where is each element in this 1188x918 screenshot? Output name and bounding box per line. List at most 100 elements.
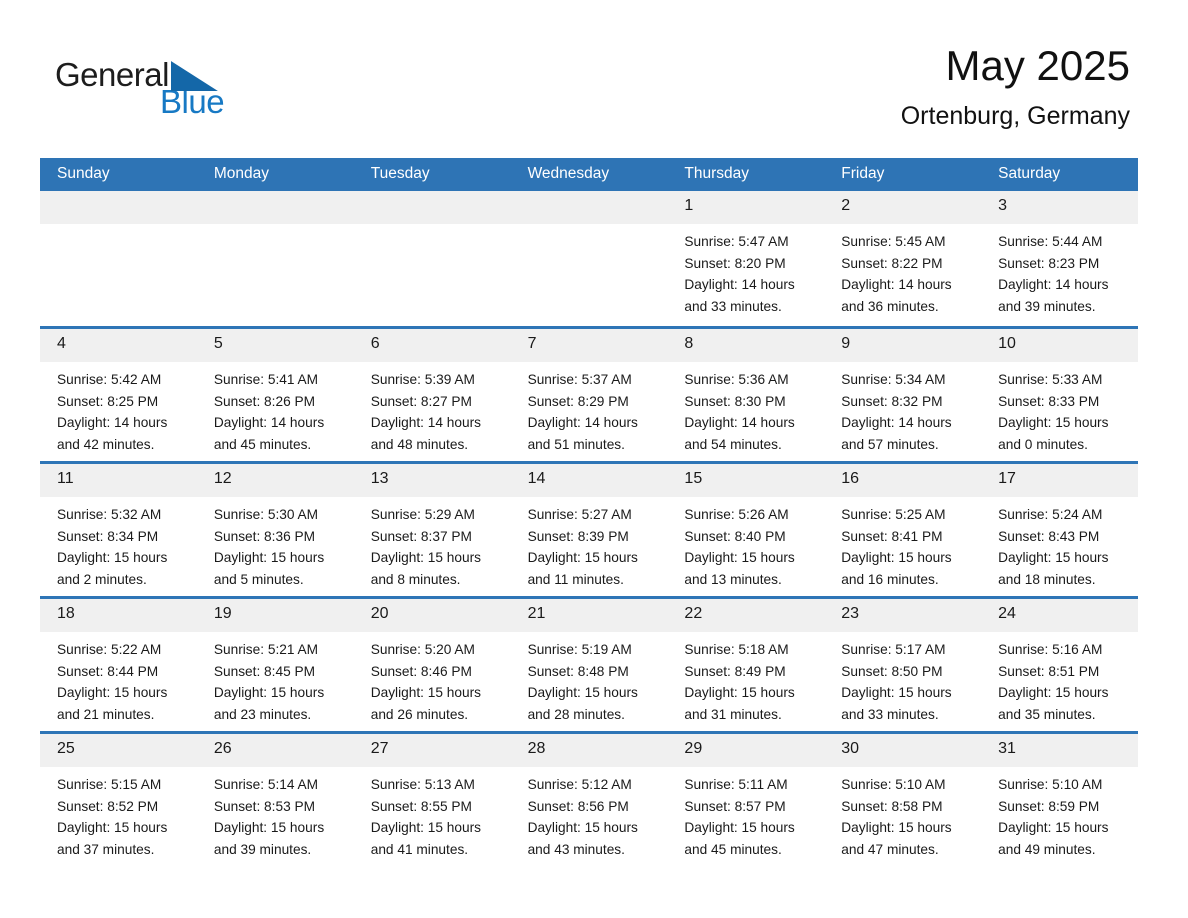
daylight-text-line1: Daylight: 14 hours [684, 415, 795, 430]
daylight-text-line1: Daylight: 14 hours [527, 415, 638, 430]
sunrise-text: Sunrise: 5:22 AM [57, 642, 162, 657]
day-number-band: 25 [40, 734, 197, 767]
sunset-text: Sunset: 8:29 PM [527, 393, 629, 409]
day-number-band [510, 191, 668, 224]
day-cell-31: 31 Sunrise: 5:10 AM Sunset: 8:59 PM Dayligh… [981, 734, 1138, 866]
sunset-text: Sunset: 8:33 PM [998, 393, 1100, 409]
day-number-band: 24 [981, 599, 1138, 632]
sunset-text: Sunset: 8:58 PM [841, 798, 943, 814]
daylight-text-line2: and 51 minutes. [527, 436, 625, 452]
daylight-text-line2: and 45 minutes. [213, 436, 312, 452]
daylight-text-line2: and 42 minutes. [57, 436, 155, 452]
sunrise-text: Sunrise: 5:34 AM [841, 372, 946, 387]
sunset-text: Sunset: 8:57 PM [684, 798, 786, 814]
day-cell-18: 18 Sunrise: 5:22 AM Sunset: 8:44 PM Dayligh… [40, 599, 197, 731]
sunset-text: Sunset: 8:25 PM [57, 393, 159, 409]
sunset-text: Sunset: 8:36 PM [213, 528, 316, 544]
daylight-text-line1: Daylight: 15 hours [57, 550, 168, 565]
day-number-band: 11 [40, 464, 197, 497]
sunrise-text: Sunrise: 5:25 AM [841, 507, 946, 522]
sunset-text: Sunset: 8:51 PM [998, 663, 1100, 679]
day-details: Sunrise: 5:33 AM Sunset: 8:33 PM Daylight:… [981, 362, 1138, 455]
daylight-text-line1: Daylight: 15 hours [998, 550, 1109, 565]
daylight-text-line1: Daylight: 15 hours [684, 820, 795, 835]
sunset-text: Sunset: 8:43 PM [998, 528, 1100, 544]
week-row-4: 18 Sunrise: 5:22 AM Sunset: 8:44 PM Dayligh… [40, 596, 1138, 731]
day-cell-empty [196, 191, 354, 326]
daylight-text-line2: and 48 minutes. [370, 436, 469, 452]
top-banner: General Blue May 2025 Ortenburg, Germany [40, 40, 1138, 150]
day-cell-21: 21 Sunrise: 5:19 AM Sunset: 8:48 PM Dayligh… [510, 599, 668, 731]
weekday-header-tuesday: Tuesday [370, 165, 430, 182]
day-details: Sunrise: 5:15 AM Sunset: 8:52 PM Daylight:… [40, 767, 197, 860]
day-details: Sunrise: 5:18 AM Sunset: 8:49 PM Daylight:… [667, 632, 824, 725]
daylight-text-line1: Daylight: 15 hours [998, 415, 1109, 430]
day-details: Sunrise: 5:22 AM Sunset: 8:44 PM Daylight:… [40, 632, 197, 725]
day-details: Sunrise: 5:25 AM Sunset: 8:41 PM Daylight:… [824, 497, 981, 590]
daylight-text-line2: and 43 minutes. [527, 841, 625, 857]
day-cell-16: 16 Sunrise: 5:25 AM Sunset: 8:41 PM Dayligh… [824, 464, 982, 596]
logo-text-blue: Blue [160, 83, 225, 120]
day-details: Sunrise: 5:30 AM Sunset: 8:36 PM Daylight:… [197, 497, 354, 590]
day-cell-30: 30 Sunrise: 5:10 AM Sunset: 8:58 PM Dayligh… [824, 734, 982, 866]
sunrise-text: Sunrise: 5:10 AM [841, 777, 946, 792]
day-cell-13: 13 Sunrise: 5:29 AM Sunset: 8:37 PM Dayligh… [353, 464, 511, 596]
calendar-weeks: 1 Sunrise: 5:47 AM Sunset: 8:20 PM Daylight… [40, 191, 1138, 866]
sunrise-text: Sunrise: 5:15 AM [57, 777, 162, 792]
sunset-text: Sunset: 8:40 PM [684, 528, 786, 544]
sunrise-text: Sunrise: 5:21 AM [213, 642, 319, 657]
day-number-band: 19 [196, 599, 354, 632]
day-details: Sunrise: 5:47 AM Sunset: 8:20 PM Daylight:… [667, 224, 824, 317]
day-number-band: 28 [510, 734, 668, 767]
daylight-text-line1: Daylight: 15 hours [213, 550, 325, 565]
day-details: Sunrise: 5:45 AM Sunset: 8:22 PM Daylight:… [824, 224, 981, 317]
daylight-text-line1: Daylight: 15 hours [527, 820, 638, 835]
daylight-text-line1: Daylight: 14 hours [841, 277, 952, 292]
day-number-band [40, 191, 197, 224]
sunrise-text: Sunrise: 5:20 AM [370, 642, 475, 657]
sunrise-text: Sunrise: 5:41 AM [213, 372, 319, 387]
week-row-5: 25 Sunrise: 5:15 AM Sunset: 8:52 PM Dayligh… [40, 731, 1138, 866]
daylight-text-line1: Daylight: 15 hours [684, 685, 795, 700]
sunset-text: Sunset: 8:44 PM [57, 663, 159, 679]
sunset-text: Sunset: 8:26 PM [213, 393, 316, 409]
logo-row: General [55, 58, 275, 92]
day-number-band: 27 [353, 734, 511, 767]
daylight-text-line2: and 11 minutes. [527, 571, 624, 587]
daylight-text-line2: and 39 minutes. [213, 841, 312, 857]
day-details: Sunrise: 5:27 AM Sunset: 8:39 PM Daylight:… [511, 497, 668, 590]
day-cell-9: 9 Sunrise: 5:34 AM Sunset: 8:32 PM Daylight… [824, 329, 982, 461]
daylight-text-line1: Daylight: 14 hours [213, 415, 325, 430]
daylight-text-line1: Daylight: 15 hours [213, 685, 325, 700]
sunset-text: Sunset: 8:39 PM [527, 528, 629, 544]
daylight-text-line2: and 54 minutes. [684, 436, 782, 452]
sunrise-text: Sunrise: 5:10 AM [998, 777, 1103, 792]
day-details: Sunrise: 5:37 AM Sunset: 8:29 PM Daylight:… [511, 362, 668, 455]
day-cell-17: 17 Sunrise: 5:24 AM Sunset: 8:43 PM Dayligh… [981, 464, 1138, 596]
sunrise-text: Sunrise: 5:27 AM [527, 507, 632, 522]
day-cell-14: 14 Sunrise: 5:27 AM Sunset: 8:39 PM Dayligh… [510, 464, 668, 596]
daylight-text-line2: and 33 minutes. [684, 298, 782, 314]
weekday-header-thursday: Thursday [684, 165, 750, 182]
daylight-text-line2: and 37 minutes. [57, 841, 155, 857]
sunrise-text: Sunrise: 5:26 AM [684, 507, 789, 522]
location-subtitle: Ortenburg, Germany [900, 102, 1130, 130]
day-cell-6: 6 Sunrise: 5:39 AM Sunset: 8:27 PM Daylight… [353, 329, 511, 461]
day-number-band: 14 [510, 464, 668, 497]
week-row-2: 4 Sunrise: 5:42 AM Sunset: 8:25 PM Daylight… [40, 326, 1138, 461]
day-cell-29: 29 Sunrise: 5:11 AM Sunset: 8:57 PM Dayligh… [667, 734, 825, 866]
sunset-text: Sunset: 8:22 PM [841, 255, 943, 271]
day-number-band [353, 191, 511, 224]
day-cell-empty [353, 191, 511, 326]
day-details: Sunrise: 5:14 AM Sunset: 8:53 PM Daylight:… [197, 767, 354, 860]
daylight-text-line2: and 23 minutes. [213, 706, 312, 722]
day-cell-10: 10 Sunrise: 5:33 AM Sunset: 8:33 PM Dayligh… [981, 329, 1138, 461]
daylight-text-line2: and 36 minutes. [841, 298, 939, 314]
daylight-text-line2: and 57 minutes. [841, 436, 939, 452]
day-details: Sunrise: 5:36 AM Sunset: 8:30 PM Daylight:… [667, 362, 824, 455]
daylight-text-line2: and 8 minutes. [370, 571, 461, 587]
day-number-band: 8 [667, 329, 825, 362]
day-cell-19: 19 Sunrise: 5:21 AM Sunset: 8:45 PM Dayligh… [196, 599, 354, 731]
daylight-text-line1: Daylight: 15 hours [370, 550, 482, 565]
sunrise-text: Sunrise: 5:37 AM [527, 372, 632, 387]
